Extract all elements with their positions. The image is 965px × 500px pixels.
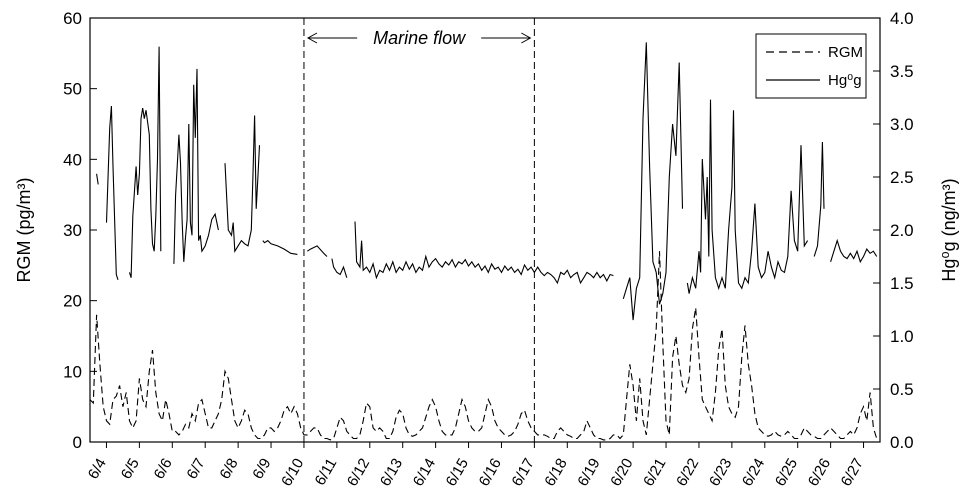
y2-tick-label: 0.5 — [890, 380, 914, 399]
x-tick-label: 6/5 — [118, 456, 143, 483]
x-tick-label: 6/4 — [85, 456, 110, 483]
legend: RGM Hg⁰g — [755, 33, 867, 99]
y-tick-label: 50 — [63, 80, 82, 99]
y2-tick-label: 0.0 — [890, 433, 914, 452]
x-tick-label: 6/7 — [184, 456, 209, 483]
legend-box — [755, 33, 867, 99]
x-tick-label: 6/8 — [216, 456, 241, 483]
x-tick-label: 6/20 — [607, 456, 636, 490]
plot-series — [89, 42, 880, 441]
series-hg-line — [306, 245, 328, 257]
marine-flow-arrowhead-left — [306, 32, 318, 44]
x-tick-label: 6/25 — [772, 456, 801, 490]
series-hg-line — [128, 46, 162, 278]
y-tick-label: 60 — [63, 9, 82, 28]
x-tick-label: 6/9 — [249, 456, 274, 483]
y2-tick-label: 3.0 — [890, 115, 914, 134]
series-hg-line — [354, 221, 614, 285]
y2-tick-label: 1.5 — [890, 274, 914, 293]
x-tick-label: 6/11 — [312, 456, 341, 489]
x-axis: 6/4 6/5 6/6 6/7 6/8 6/9 6/10 6/11 6/12 6/13 6/14 6/… — [85, 442, 867, 489]
y2-tick-label: 2.5 — [890, 168, 914, 187]
x-tick-label: 6/21 — [640, 456, 669, 490]
y-tick-label: 20 — [63, 292, 82, 311]
series-hg-line — [622, 42, 684, 321]
marine-flow-annotation: Marine flow — [306, 28, 532, 48]
y2-tick-label: 3.5 — [890, 62, 914, 81]
y2-tick-label: 2.0 — [890, 221, 914, 240]
x-tick-label: 6/16 — [476, 456, 505, 490]
marine-flow-label: Marine flow — [373, 28, 466, 48]
x-tick-label: 6/10 — [278, 456, 307, 490]
x-tick-label: 6/15 — [443, 456, 472, 490]
y-tick-label: 10 — [63, 362, 82, 381]
right-y-axis: 0.0 0.5 1.0 1.5 2.0 2.5 3.0 3.5 4.0 — [873, 9, 914, 452]
series-hg-line — [224, 115, 261, 253]
marine-flow-arrowhead-right — [521, 32, 532, 44]
series-hg-line — [686, 99, 809, 294]
x-tick-label: 6/17 — [509, 456, 538, 490]
y-tick-label: 40 — [63, 150, 82, 169]
left-y-axis: 0 10 20 30 40 50 60 — [63, 9, 97, 452]
x-tick-label: 6/14 — [410, 456, 439, 490]
legend-label-rgm: RGM — [828, 44, 863, 61]
x-tick-label: 6/27 — [838, 456, 867, 490]
y-tick-label: 0 — [73, 433, 82, 452]
y2-tick-label: 4.0 — [890, 9, 914, 28]
x-tick-label: 6/23 — [706, 456, 735, 490]
y-axis-label: RGM (pg/m³) — [14, 178, 34, 283]
marine-flow-boundaries — [303, 18, 535, 442]
series-hg-line — [830, 238, 878, 264]
y2-tick-label: 1.0 — [890, 327, 914, 346]
x-tick-label: 6/13 — [377, 456, 406, 490]
y-tick-label: 30 — [63, 221, 82, 240]
legend-label-hg: Hg⁰g — [828, 72, 862, 89]
y2-axis-label: Hg⁰g (ng/m³) — [939, 178, 959, 281]
series-hg-line — [331, 258, 348, 278]
x-tick-label: 6/24 — [739, 456, 768, 490]
x-tick-label: 6/18 — [541, 456, 570, 490]
x-tick-label: 6/6 — [151, 456, 176, 483]
series-hg-line — [105, 105, 119, 280]
series-hg-line — [173, 68, 219, 264]
x-tick-label: 6/22 — [673, 456, 702, 490]
series-hg-line — [813, 141, 825, 257]
x-tick-label: 6/19 — [574, 456, 603, 490]
series-rgm-line — [89, 251, 880, 441]
series-hg-line — [262, 239, 298, 255]
series-hg-line — [96, 173, 99, 185]
x-tick-label: 6/12 — [344, 456, 373, 490]
x-tick-label: 6/26 — [805, 456, 834, 490]
